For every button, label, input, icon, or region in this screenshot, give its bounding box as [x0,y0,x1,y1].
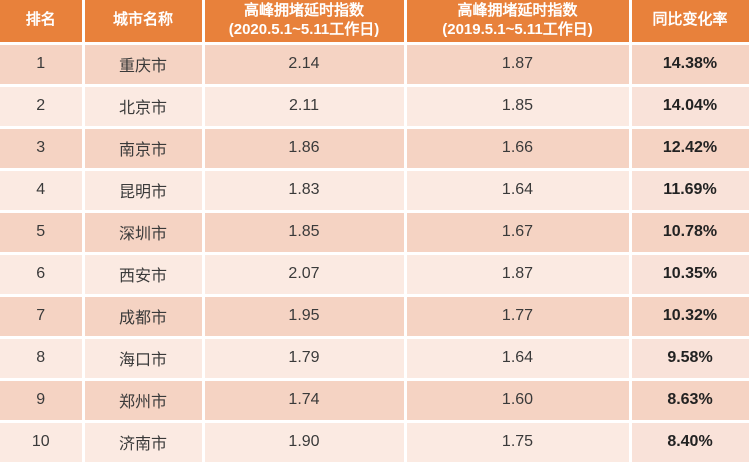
index-2019-cell: 1.64 [405,169,632,213]
city-cell: 深圳市 [83,211,205,255]
table-row: 5 深圳市 1.85 1.67 10.78% [0,211,750,255]
index-2020-cell: 1.79 [203,337,407,381]
city-cell: 昆明市 [83,169,205,213]
index-2019-column-sublabel: (2019.5.1~5.11工作日) [442,20,593,38]
city-cell: 郑州市 [83,379,205,423]
index-2020-cell: 2.14 [203,43,407,87]
rank-cell: 8 [0,337,85,381]
city-cell: 海口市 [83,337,205,381]
yoy-cell: 14.38% [630,43,750,87]
index-2019-cell: 1.66 [405,127,632,171]
index-2019-cell: 1.75 [405,421,632,463]
table-row: 3 南京市 1.86 1.66 12.42% [0,127,750,171]
yoy-cell: 9.58% [630,337,750,381]
index-2019-cell: 1.64 [405,337,632,381]
rank-column-label: 排名 [25,11,56,29]
rank-column-header: 排名 [0,0,85,45]
yoy-cell: 10.35% [630,253,750,297]
city-cell: 重庆市 [83,43,205,87]
index-2020-cell: 1.83 [203,169,407,213]
rank-cell: 6 [0,253,85,297]
city-cell: 济南市 [83,421,205,463]
index-2020-column-label: 高峰拥堵延时指数 [243,2,364,19]
index-2019-column-header: 高峰拥堵延时指数 (2019.5.1~5.11工作日) [405,0,632,45]
table-row: 7 成都市 1.95 1.77 10.32% [0,295,750,339]
rank-cell: 9 [0,379,85,423]
index-2019-cell: 1.77 [405,295,632,339]
table-row: 2 北京市 2.11 1.85 14.04% [0,85,750,129]
header-row: 排名 城市名称 高峰拥堵延时指数 (2020.5.1~5.11工作日) 高峰拥堵… [0,0,750,45]
index-2020-cell: 1.90 [203,421,407,463]
yoy-cell: 10.32% [630,295,750,339]
table-body: 1 重庆市 2.14 1.87 14.38% 2 北京市 2.11 1.85 1… [0,43,750,463]
table-row: 8 海口市 1.79 1.64 9.58% [0,337,750,381]
rank-cell: 7 [0,295,85,339]
yoy-cell: 8.63% [630,379,750,423]
table-row: 10 济南市 1.90 1.75 8.40% [0,421,750,463]
yoy-cell: 10.78% [630,211,750,255]
city-cell: 北京市 [83,85,205,129]
index-2019-cell: 1.67 [405,211,632,255]
yoy-cell: 11.69% [630,169,750,213]
yoy-cell: 14.04% [630,85,750,129]
yoy-cell: 12.42% [630,127,750,171]
rank-cell: 4 [0,169,85,213]
city-cell: 成都市 [83,295,205,339]
index-2020-cell: 1.85 [203,211,407,255]
city-column-label: 城市名称 [112,11,173,29]
rank-cell: 1 [0,43,85,87]
index-2019-column-label: 高峰拥堵延时指数 [457,2,578,19]
index-2020-cell: 1.95 [203,295,407,339]
index-2020-column-header: 高峰拥堵延时指数 (2020.5.1~5.11工作日) [203,0,407,45]
index-2020-cell: 1.86 [203,127,407,171]
index-2020-cell: 1.74 [203,379,407,423]
city-cell: 西安市 [83,253,205,297]
index-2019-cell: 1.60 [405,379,632,423]
table-row: 6 西安市 2.07 1.87 10.35% [0,253,750,297]
index-2020-cell: 2.07 [203,253,407,297]
index-2019-cell: 1.87 [405,253,632,297]
table-row: 1 重庆市 2.14 1.87 14.38% [0,43,750,87]
rank-cell: 10 [0,421,85,463]
table-row: 4 昆明市 1.83 1.64 11.69% [0,169,750,213]
index-2020-cell: 2.11 [203,85,407,129]
index-2019-cell: 1.85 [405,85,632,129]
index-2020-column-sublabel: (2020.5.1~5.11工作日) [228,20,380,38]
rank-cell: 2 [0,85,85,129]
rank-cell: 5 [0,211,85,255]
rank-cell: 3 [0,127,85,171]
city-cell: 南京市 [83,127,205,171]
table-row: 9 郑州市 1.74 1.60 8.63% [0,379,750,423]
yoy-column-label: 同比变化率 [652,11,728,29]
yoy-column-header: 同比变化率 [630,0,750,45]
table-header: 排名 城市名称 高峰拥堵延时指数 (2020.5.1~5.11工作日) 高峰拥堵… [0,0,750,45]
yoy-cell: 8.40% [630,421,750,463]
index-2019-cell: 1.87 [405,43,632,87]
city-column-header: 城市名称 [83,0,205,45]
